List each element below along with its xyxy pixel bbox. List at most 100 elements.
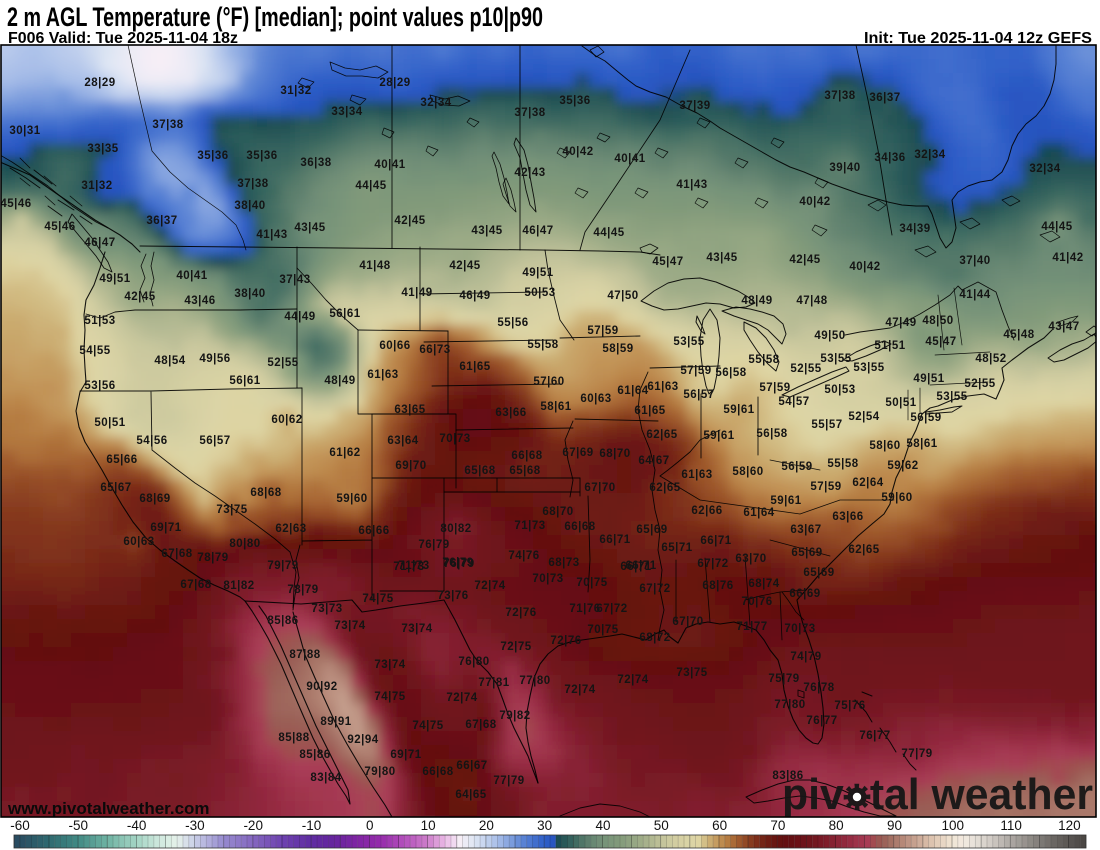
svg-text:2 m AGL Temperature (°F) [medi: 2 m AGL Temperature (°F) [median]; point… (7, 2, 543, 32)
svg-text:59|62: 59|62 (887, 460, 918, 472)
svg-text:67|68: 67|68 (465, 719, 496, 731)
svg-text:59|61: 59|61 (723, 404, 754, 416)
svg-text:64|65: 64|65 (455, 789, 486, 801)
svg-text:34|39: 34|39 (899, 223, 930, 235)
svg-text:58|60: 58|60 (869, 440, 900, 452)
svg-text:74|75: 74|75 (362, 593, 393, 605)
svg-text:68|72: 68|72 (639, 632, 670, 644)
svg-text:72|75: 72|75 (500, 641, 531, 653)
svg-text:76|80: 76|80 (458, 656, 489, 668)
svg-text:43|46: 43|46 (184, 295, 215, 307)
svg-text:20: 20 (479, 818, 494, 833)
svg-text:57|59: 57|59 (759, 382, 790, 394)
svg-text:49|50: 49|50 (814, 330, 845, 342)
svg-text:59|60: 59|60 (336, 493, 367, 505)
svg-text:64|67: 64|67 (638, 455, 669, 467)
svg-text:80|80: 80|80 (229, 538, 260, 550)
svg-text:33|34: 33|34 (331, 106, 362, 118)
svg-text:49|51: 49|51 (522, 267, 553, 279)
svg-text:63|65: 63|65 (394, 404, 425, 416)
svg-text:-30: -30 (185, 818, 205, 833)
svg-text:43|47: 43|47 (1048, 321, 1079, 333)
svg-text:73|75: 73|75 (216, 504, 247, 516)
svg-text:35|36: 35|36 (197, 150, 228, 162)
svg-text:55|57: 55|57 (811, 419, 842, 431)
svg-text:56|58: 56|58 (756, 428, 787, 440)
svg-text:75|79: 75|79 (768, 673, 799, 685)
svg-text:70|73: 70|73 (784, 623, 815, 635)
svg-text:42|43: 42|43 (514, 167, 545, 179)
svg-text:42|45: 42|45 (124, 291, 155, 303)
svg-text:55|58: 55|58 (527, 339, 558, 351)
svg-text:54|57: 54|57 (778, 396, 809, 408)
svg-text:73|76: 73|76 (437, 590, 468, 602)
svg-text:52|54: 52|54 (848, 411, 879, 423)
svg-text:41|49: 41|49 (401, 287, 432, 299)
svg-text:53|55: 53|55 (853, 362, 884, 374)
svg-text:pivotal weather: pivotal weather (782, 770, 1093, 819)
svg-text:72|76: 72|76 (505, 607, 536, 619)
svg-text:45|47: 45|47 (652, 256, 683, 268)
svg-text:76|77: 76|77 (806, 715, 837, 727)
svg-text:68|70: 68|70 (599, 448, 630, 460)
svg-text:61|62: 61|62 (329, 447, 360, 459)
svg-text:42|45: 42|45 (449, 260, 480, 272)
svg-text:65|71: 65|71 (661, 542, 692, 554)
svg-text:55|58: 55|58 (748, 354, 779, 366)
svg-text:68|74: 68|74 (748, 578, 779, 590)
svg-text:72|76: 72|76 (550, 635, 581, 647)
svg-text:50|51: 50|51 (94, 417, 125, 429)
svg-text:55|58: 55|58 (827, 458, 858, 470)
svg-text:57|59: 57|59 (810, 481, 841, 493)
svg-text:-40: -40 (127, 818, 147, 833)
svg-text:53|55: 53|55 (820, 353, 851, 365)
svg-text:45|46: 45|46 (0, 198, 31, 210)
svg-text:46|49: 46|49 (459, 290, 490, 302)
svg-text:69|70: 69|70 (395, 460, 426, 472)
svg-text:68|68: 68|68 (250, 487, 281, 499)
svg-text:48|49: 48|49 (741, 295, 772, 307)
svg-text:83|84: 83|84 (310, 772, 341, 784)
svg-text:60|63: 60|63 (123, 536, 154, 548)
svg-text:71|73: 71|73 (398, 560, 429, 572)
svg-text:70|73: 70|73 (532, 573, 563, 585)
svg-text:31|32: 31|32 (81, 180, 112, 192)
svg-text:67|68: 67|68 (161, 548, 192, 560)
svg-text:63|66: 63|66 (832, 511, 863, 523)
svg-text:79|79: 79|79 (267, 560, 298, 572)
svg-text:28|29: 28|29 (379, 77, 410, 89)
svg-text:63|70: 63|70 (735, 553, 766, 565)
svg-text:46|47: 46|47 (522, 225, 553, 237)
svg-text:38|40: 38|40 (234, 288, 265, 300)
svg-text:56|57: 56|57 (199, 435, 230, 447)
svg-text:62|63: 62|63 (275, 523, 306, 535)
svg-text:40|42: 40|42 (562, 146, 593, 158)
svg-text:65|69: 65|69 (803, 567, 834, 579)
svg-text:10: 10 (421, 818, 436, 833)
svg-text:51|51: 51|51 (874, 340, 905, 352)
svg-text:37|43: 37|43 (279, 274, 310, 286)
svg-text:42|45: 42|45 (789, 254, 820, 266)
svg-text:41|42: 41|42 (1052, 252, 1083, 264)
svg-text:44|45: 44|45 (355, 180, 386, 192)
svg-text:-60: -60 (10, 818, 30, 833)
svg-text:120: 120 (1058, 818, 1081, 833)
svg-text:58|61: 58|61 (906, 438, 937, 450)
svg-text:43|45: 43|45 (706, 252, 737, 264)
svg-text:67|68: 67|68 (180, 579, 211, 591)
svg-text:-10: -10 (302, 818, 322, 833)
svg-text:50|53: 50|53 (824, 384, 855, 396)
svg-text:56|59: 56|59 (781, 461, 812, 473)
svg-text:65|68: 65|68 (509, 465, 540, 477)
svg-text:51|53: 51|53 (84, 315, 115, 327)
svg-text:73|74: 73|74 (334, 620, 365, 632)
svg-text:77|81: 77|81 (478, 677, 509, 689)
svg-text:57|59: 57|59 (680, 365, 711, 377)
svg-text:67|72: 67|72 (639, 583, 670, 595)
svg-text:50|51: 50|51 (885, 397, 916, 409)
svg-text:68|73: 68|73 (548, 557, 579, 569)
svg-text:72|74: 72|74 (474, 580, 505, 592)
svg-text:41|44: 41|44 (959, 289, 990, 301)
svg-text:61|65: 61|65 (459, 361, 490, 373)
svg-text:81|82: 81|82 (223, 580, 254, 592)
